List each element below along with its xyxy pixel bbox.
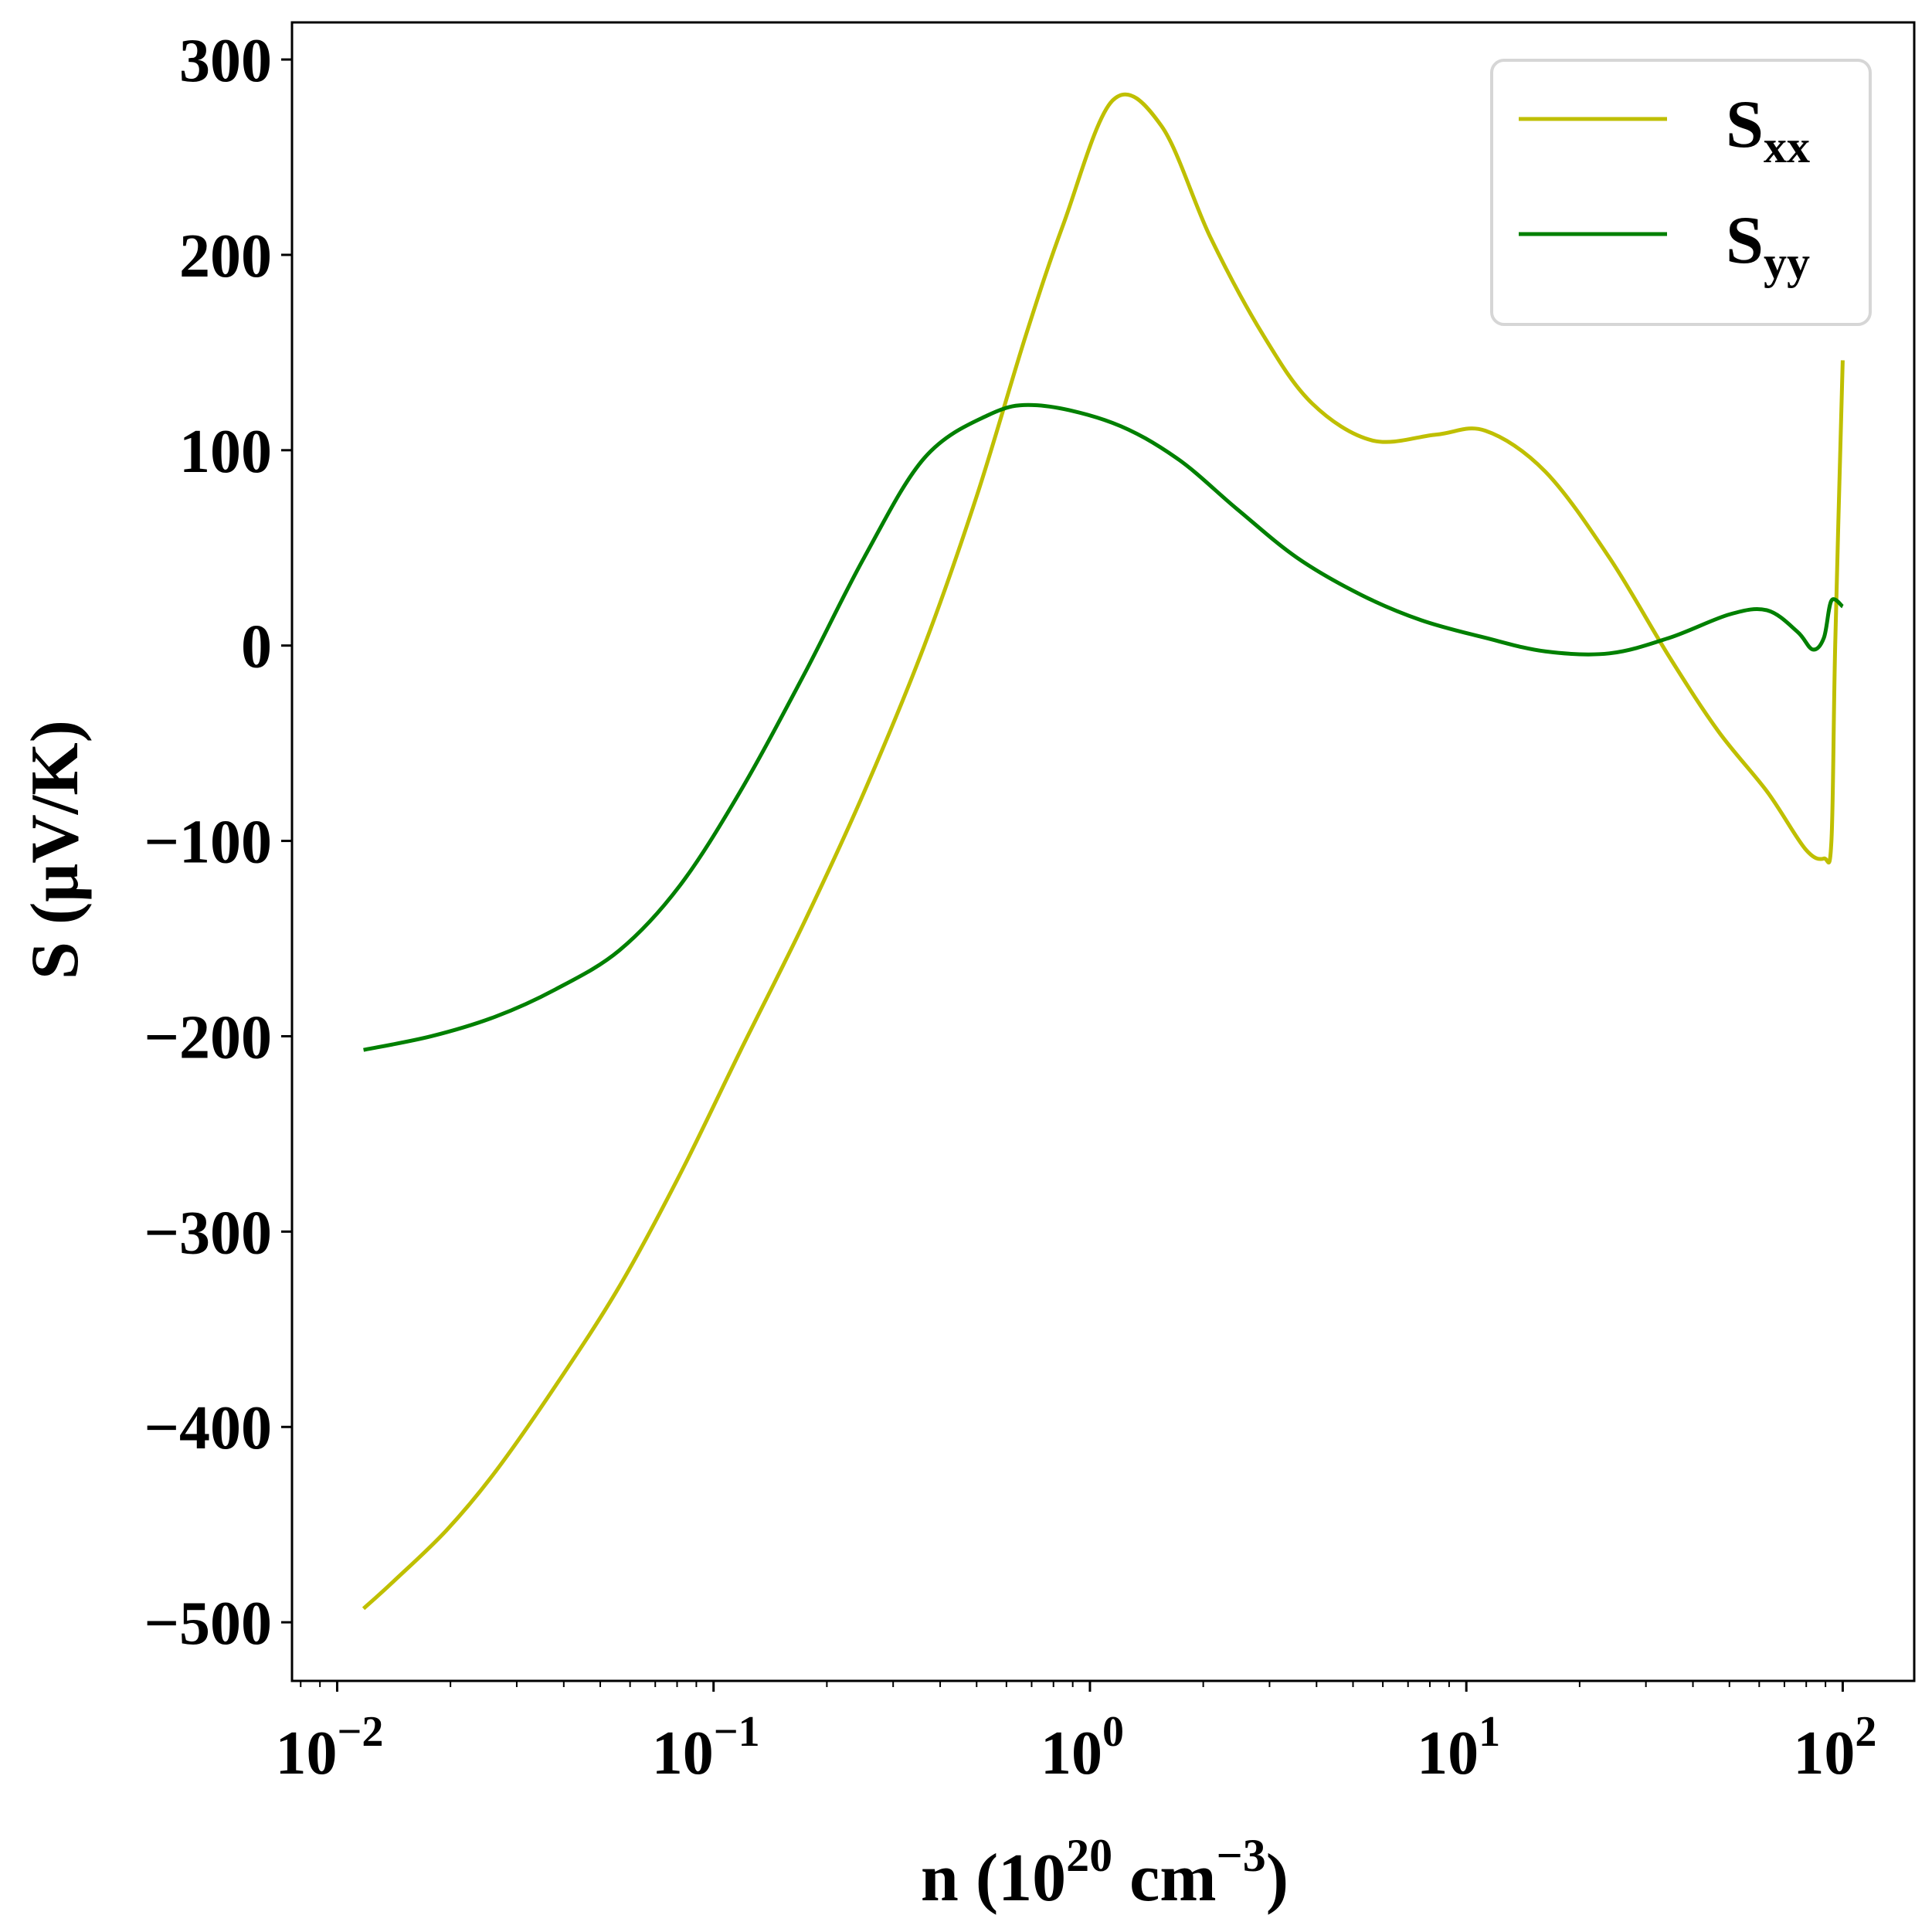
y-axis-label: S (μV/K) xyxy=(18,720,93,979)
x-tick-label: 101 xyxy=(1417,1708,1500,1788)
x-axis-label: n (1020 cm−3) xyxy=(921,1830,1289,1916)
legend-label-sxx: Sxx xyxy=(1726,87,1810,172)
series-line-sxx xyxy=(362,92,1845,1611)
y-tick-label: −200 xyxy=(144,1003,272,1071)
x-tick-label: 100 xyxy=(1041,1708,1124,1788)
plot-lines xyxy=(362,92,1845,1611)
x-tick-label: 102 xyxy=(1793,1708,1876,1788)
y-tick-label: −100 xyxy=(144,809,272,877)
legend-frame xyxy=(1490,59,1872,326)
y-tick-label: 300 xyxy=(179,27,272,95)
y-tick-label: 200 xyxy=(179,222,272,290)
plot-frame xyxy=(290,21,1916,1682)
y-tick-label: 0 xyxy=(241,613,272,681)
y-tick-label: 100 xyxy=(179,418,272,486)
legend-label-syy: Syy xyxy=(1726,203,1810,288)
series-line-syy xyxy=(363,402,1845,1052)
x-tick-label: 10−1 xyxy=(652,1708,760,1788)
y-tick-label: −400 xyxy=(144,1394,272,1462)
legend: Sxx Syy xyxy=(1490,59,1872,326)
y-axis: 300 200 100 0 −100 −200 −300 −400 −500 xyxy=(144,27,292,1658)
x-axis: 10−2 10−1 100 101 102 xyxy=(276,1681,1876,1788)
y-tick-label: −500 xyxy=(144,1590,272,1658)
x-tick-label: 10−2 xyxy=(276,1708,384,1788)
y-tick-label: −300 xyxy=(144,1199,272,1267)
